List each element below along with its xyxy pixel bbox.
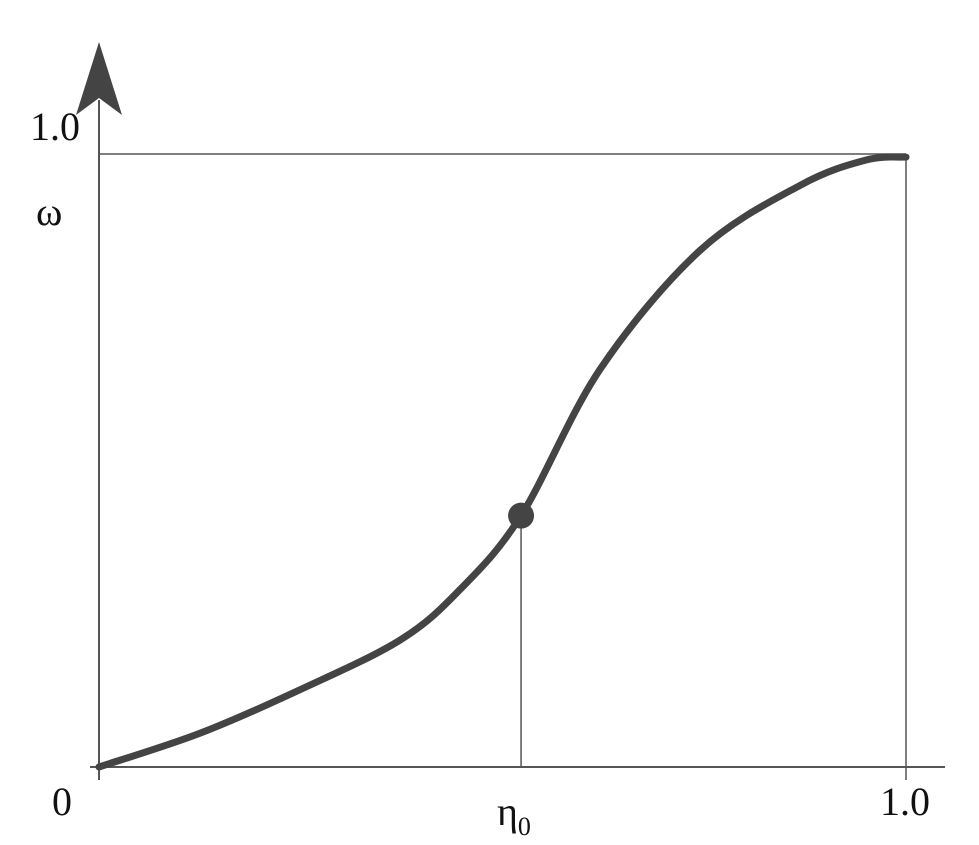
y-tick-label-1: 1.0 [30,104,80,149]
eta-symbol: η [497,789,518,834]
y-axis-arrow-icon [76,42,122,115]
y-axis-label: ω [36,189,62,234]
x-tick-label-eta0: η0 [497,789,531,841]
marked-point [508,502,535,529]
x-tick-label-1: 1.0 [880,779,930,824]
eta-subscript: 0 [518,812,531,841]
x-tick-label-origin: 0 [52,779,72,824]
curve [95,153,910,771]
